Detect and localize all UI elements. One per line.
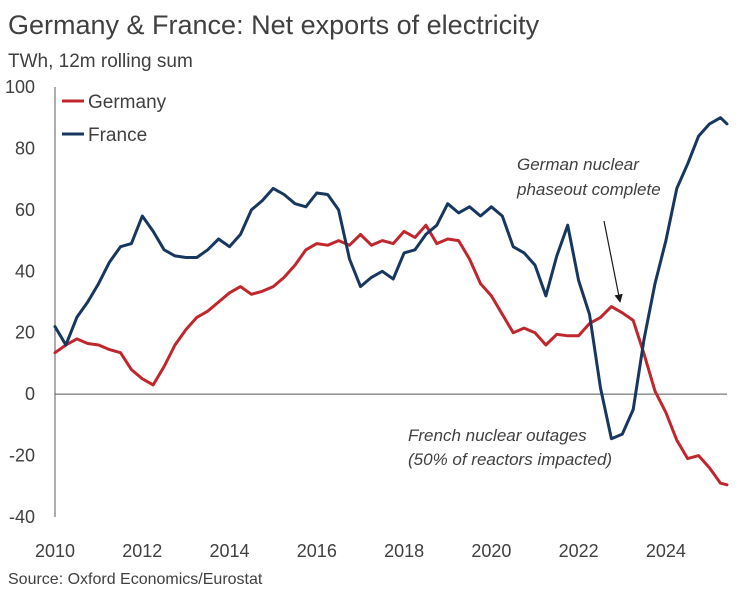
- annotation-french-outages: French nuclear outages: [408, 426, 587, 445]
- y-tick-label: -20: [9, 446, 35, 466]
- y-tick-label: 100: [5, 77, 35, 97]
- annotation-german-phaseout: phaseout complete: [516, 180, 661, 199]
- x-tick-label: 2024: [646, 541, 686, 561]
- annotation-arrow: [603, 220, 623, 303]
- chart-title: Germany & France: Net exports of electri…: [8, 10, 540, 40]
- x-tick-label: 2010: [35, 541, 75, 561]
- legend-label-germany: Germany: [88, 92, 167, 113]
- y-tick-label: -40: [9, 507, 35, 527]
- source-note: Source: Oxford Economics/Eurostat: [8, 571, 263, 588]
- x-tick-label: 2016: [297, 541, 337, 561]
- x-tick-label: 2020: [471, 541, 511, 561]
- legend-label-france: France: [88, 125, 147, 146]
- y-tick-label: 80: [15, 138, 35, 158]
- y-tick-label: 20: [15, 323, 35, 343]
- series-line-germany: [53, 223, 729, 487]
- y-tick-label: 0: [25, 384, 35, 404]
- x-tick-label: 2022: [559, 541, 599, 561]
- y-tick-label: 40: [15, 261, 35, 281]
- y-tick-label: 60: [15, 200, 35, 220]
- x-tick-label: 2012: [122, 541, 162, 561]
- annotation-french-outages: (50% of reactors impacted): [408, 450, 612, 469]
- annotation-german-phaseout: German nuclear: [517, 155, 640, 174]
- chart-subtitle: TWh, 12m rolling sum: [8, 51, 193, 72]
- series-line-france: [53, 116, 729, 441]
- x-tick-label: 2018: [384, 541, 424, 561]
- x-tick-label: 2014: [210, 541, 250, 561]
